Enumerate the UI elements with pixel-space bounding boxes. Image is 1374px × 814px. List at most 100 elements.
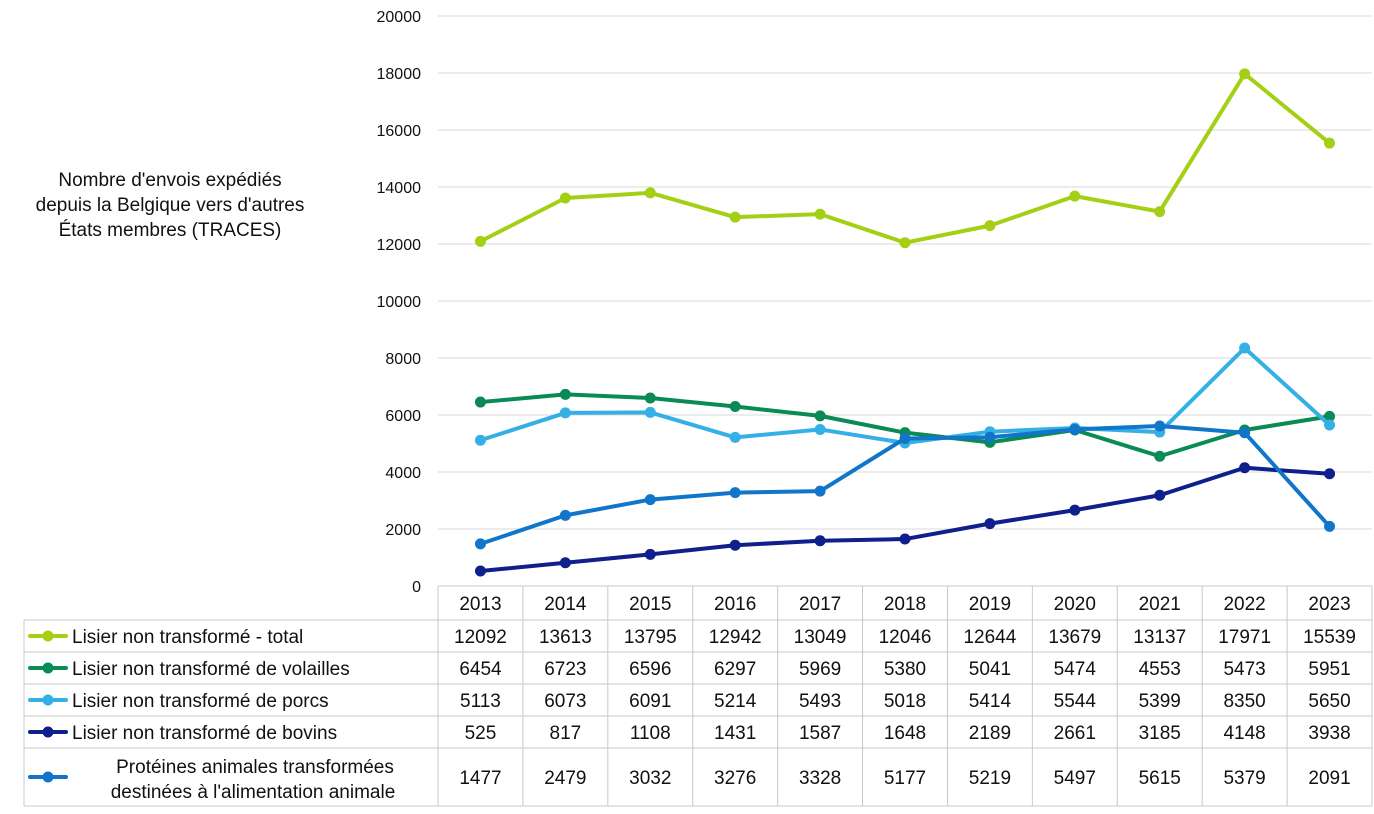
- data-label: 12942: [709, 627, 762, 648]
- x-tick-label: 2020: [1054, 594, 1096, 615]
- data-point: [1239, 342, 1251, 354]
- data-label: 5969: [799, 659, 841, 680]
- data-label: 1108: [630, 723, 671, 744]
- data-point: [899, 237, 911, 249]
- data-point: [1239, 462, 1251, 474]
- data-point: [1154, 206, 1166, 218]
- y-tick-label: 12000: [377, 237, 422, 254]
- data-label: 1477: [459, 768, 501, 789]
- data-point: [644, 187, 656, 199]
- data-label: 12644: [963, 627, 1016, 648]
- series-line: [478, 71, 1332, 245]
- data-label: 8350: [1223, 691, 1265, 712]
- data-point: [899, 432, 911, 444]
- data-label: 2661: [1054, 723, 1096, 744]
- x-tick-label: 2013: [459, 594, 501, 615]
- data-point: [729, 539, 741, 551]
- data-point: [1324, 419, 1336, 431]
- data-label: 5650: [1308, 691, 1350, 712]
- data-point: [559, 509, 571, 521]
- y-tick-label: 14000: [377, 180, 422, 197]
- data-point: [1069, 423, 1081, 435]
- y-tick-label: 2000: [385, 522, 421, 539]
- data-label: 13049: [794, 627, 847, 648]
- legend-key-marker: [42, 694, 54, 706]
- x-tick-label: 2021: [1139, 594, 1181, 615]
- data-point: [729, 401, 741, 413]
- data-label: 5380: [884, 659, 926, 680]
- legend-label: Lisier non transformé de porcs: [72, 691, 329, 712]
- data-label: 5497: [1054, 768, 1096, 789]
- data-label: 5214: [714, 691, 757, 712]
- y-tick-label: 6000: [385, 408, 421, 425]
- data-label: 5177: [884, 768, 926, 789]
- legend-key-marker: [42, 630, 54, 642]
- legend-key-marker: [42, 662, 54, 674]
- data-label: 1648: [884, 723, 926, 744]
- x-tick-label: 2017: [799, 594, 841, 615]
- data-point: [729, 211, 741, 223]
- data-label: 5379: [1223, 768, 1265, 789]
- data-label: 5399: [1139, 691, 1181, 712]
- data-label: 4148: [1223, 723, 1265, 744]
- data-point: [1324, 520, 1336, 532]
- x-tick-label: 2014: [544, 594, 587, 615]
- data-point: [1154, 420, 1166, 432]
- x-tick-label: 2015: [629, 594, 671, 615]
- data-label: 5414: [969, 691, 1012, 712]
- data-point: [1239, 68, 1251, 80]
- data-point: [559, 557, 571, 569]
- data-point: [984, 220, 996, 232]
- data-point: [474, 434, 486, 446]
- data-point: [644, 494, 656, 506]
- data-label: 5544: [1054, 691, 1097, 712]
- data-label: 5951: [1308, 659, 1350, 680]
- data-label: 6091: [629, 691, 671, 712]
- y-tick-label: 20000: [377, 9, 422, 26]
- data-point: [814, 535, 826, 547]
- data-point: [1239, 427, 1251, 439]
- data-label: 5473: [1223, 659, 1265, 680]
- data-point: [644, 406, 656, 418]
- data-point: [474, 538, 486, 550]
- data-point: [814, 423, 826, 435]
- data-label: 3032: [629, 768, 671, 789]
- data-label: 5615: [1139, 768, 1181, 789]
- data-point: [1154, 489, 1166, 501]
- data-label: 3185: [1139, 723, 1181, 744]
- data-label: 817: [550, 723, 582, 744]
- data-point: [1324, 468, 1336, 480]
- data-point: [814, 208, 826, 220]
- data-label: 17971: [1218, 627, 1271, 648]
- data-point: [729, 487, 741, 499]
- data-label: 5113: [460, 691, 501, 712]
- data-point: [1324, 410, 1336, 422]
- x-tick-label: 2019: [969, 594, 1011, 615]
- data-label: 6723: [544, 659, 586, 680]
- data-label: 5493: [799, 691, 841, 712]
- y-tick-label: 0: [412, 579, 421, 596]
- data-label: 4553: [1139, 659, 1181, 680]
- data-label: 1431: [714, 723, 756, 744]
- data-label: 6454: [459, 659, 502, 680]
- x-tick-label: 2023: [1308, 594, 1350, 615]
- data-point: [559, 388, 571, 400]
- series-line: [478, 465, 1332, 574]
- data-label: 15539: [1303, 627, 1356, 648]
- data-point: [474, 396, 486, 408]
- data-point: [814, 485, 826, 497]
- y-tick-label: 16000: [377, 123, 422, 140]
- data-label: 5018: [884, 691, 926, 712]
- legend-label: Protéines animales transformées destinées…: [111, 757, 396, 803]
- legend-label: Lisier non transformé de volailles: [72, 659, 350, 680]
- data-point: [814, 410, 826, 422]
- data-label: 2091: [1308, 768, 1350, 789]
- data-point: [1069, 190, 1081, 202]
- data-point: [644, 548, 656, 560]
- data-label: 13613: [539, 627, 592, 648]
- data-label: 13137: [1133, 627, 1186, 648]
- y-tick-label: 4000: [385, 465, 421, 482]
- y-axis-title: Nombre d'envois expédiés depuis la Belgi…: [35, 170, 305, 241]
- data-point: [899, 533, 911, 545]
